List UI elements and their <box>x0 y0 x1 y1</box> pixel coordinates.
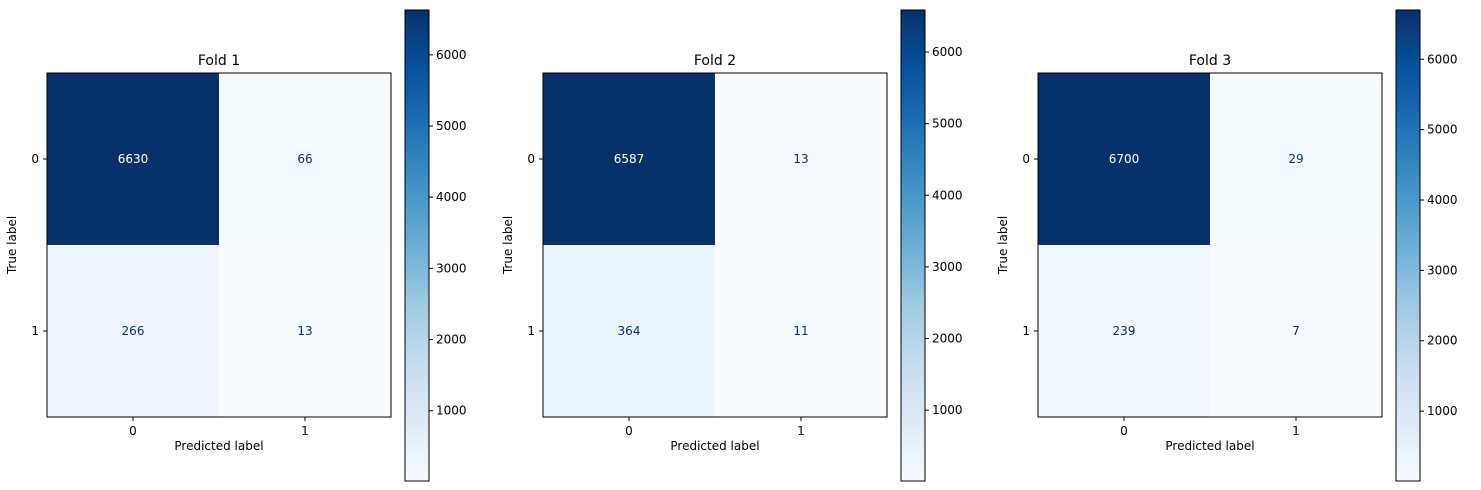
cell-value-label: 239 <box>1113 324 1136 338</box>
x-tick-label: 0 <box>1120 424 1128 438</box>
x-tick-label: 1 <box>797 424 805 438</box>
chart-title: Fold 1 <box>198 53 240 69</box>
cell-value-label: 6630 <box>118 152 149 166</box>
matrix-cell <box>219 245 391 417</box>
colorbar-tick-label: 3000 <box>1427 263 1458 277</box>
colorbar-tick-label: 5000 <box>932 117 963 131</box>
colorbar-tick-label: 2000 <box>1427 334 1458 348</box>
y-tick-label: 1 <box>31 324 39 338</box>
colorbar-tick-label: 4000 <box>932 188 963 202</box>
cell-value-label: 66 <box>297 152 312 166</box>
cell-value-label: 29 <box>1288 152 1303 166</box>
y-axis-label: True label <box>5 216 19 275</box>
matrix-cell <box>1038 245 1210 417</box>
chart-panel-3: 6700 29 239 7 Fold 3 0 1 0 1 Predicted label True … <box>996 9 1458 482</box>
colorbar-tick-label: 3000 <box>436 261 467 275</box>
colorbar-tick-label: 5000 <box>436 119 467 133</box>
x-axis-label: Predicted label <box>670 439 759 453</box>
x-axis-label: Predicted label <box>1165 439 1254 453</box>
chart-panel-1: 6630 66 266 13 Fold 1 0 1 0 1 Predicted label True… <box>5 9 467 482</box>
colorbar-tick-label: 6000 <box>436 48 467 62</box>
cell-value-label: 11 <box>793 324 808 338</box>
y-tick-label: 1 <box>527 324 535 338</box>
matrix-cell <box>543 245 715 417</box>
colorbar <box>900 9 926 482</box>
cell-value-label: 266 <box>122 324 145 338</box>
colorbar <box>1395 9 1421 482</box>
matrix-cell <box>1038 73 1210 245</box>
cell-value-label: 13 <box>793 152 808 166</box>
colorbar-tick-label: 1000 <box>1427 404 1458 418</box>
colorbar <box>404 9 430 482</box>
chart-title: Fold 2 <box>694 53 736 69</box>
x-tick-label: 1 <box>1292 424 1300 438</box>
axes-frame <box>1037 72 1383 418</box>
y-tick-label: 1 <box>1022 324 1030 338</box>
chart-title: Fold 3 <box>1189 53 1231 69</box>
matrix-cell <box>1210 245 1382 417</box>
matrix-cell <box>543 73 715 245</box>
x-axis-label: Predicted label <box>174 439 263 453</box>
matrix-cell <box>47 73 219 245</box>
cell-value-label: 6587 <box>614 152 645 166</box>
y-axis-label: True label <box>996 216 1010 275</box>
y-tick-label: 0 <box>527 152 535 166</box>
cell-value-label: 6700 <box>1109 152 1140 166</box>
x-tick-label: 0 <box>625 424 633 438</box>
colorbar-tick-label: 2000 <box>932 332 963 346</box>
y-axis-label: True label <box>501 216 515 275</box>
colorbar-tick-label: 4000 <box>1427 193 1458 207</box>
colorbar-tick-label: 1000 <box>436 404 467 418</box>
axes-frame <box>46 72 392 418</box>
colorbar-tick-label: 4000 <box>436 190 467 204</box>
x-tick-label: 1 <box>301 424 309 438</box>
colorbar-tick-label: 1000 <box>932 403 963 417</box>
colorbar-tick-label: 2000 <box>436 333 467 347</box>
matrix-cell <box>715 245 887 417</box>
matrix-cell <box>219 73 391 245</box>
cell-value-label: 364 <box>618 324 641 338</box>
y-tick-label: 0 <box>1022 152 1030 166</box>
x-tick-label: 0 <box>129 424 137 438</box>
colorbar-tick-label: 6000 <box>932 45 963 59</box>
cell-value-label: 13 <box>297 324 312 338</box>
colorbar-tick-label: 6000 <box>1427 52 1458 66</box>
colorbar-tick-label: 5000 <box>1427 123 1458 137</box>
axes-frame <box>542 72 888 418</box>
chart-panel-2: 6587 13 364 11 Fold 2 0 1 0 1 Predicted label True… <box>501 9 963 482</box>
matrix-cell <box>1210 73 1382 245</box>
cell-value-label: 7 <box>1292 324 1300 338</box>
matrix-cell <box>715 73 887 245</box>
colorbar-tick-label: 3000 <box>932 260 963 274</box>
y-tick-label: 0 <box>31 152 39 166</box>
matrix-cell <box>47 245 219 417</box>
